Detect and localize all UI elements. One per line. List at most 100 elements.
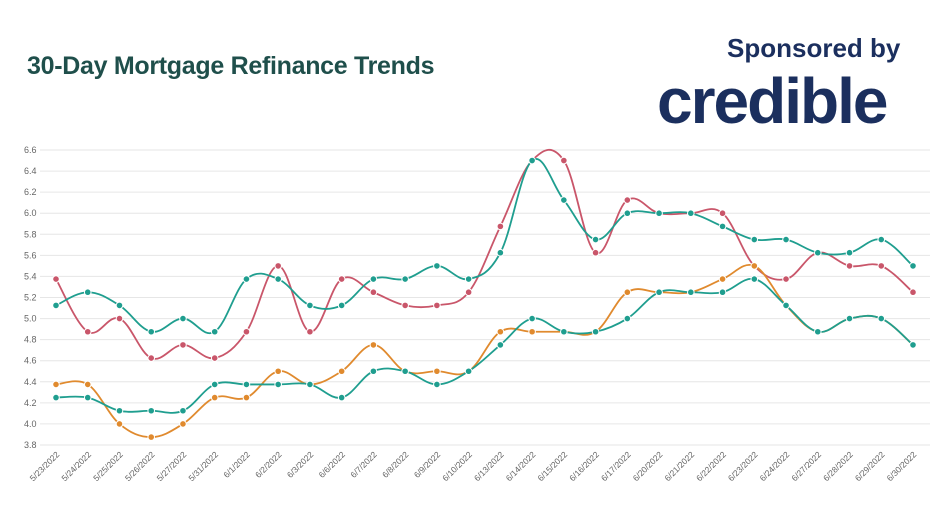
data-point — [337, 301, 346, 310]
data-point — [782, 275, 790, 283]
credible-logo: credible — [657, 65, 888, 137]
data-point — [813, 327, 822, 336]
y-tick-label: 5.0 — [24, 314, 37, 324]
x-tick-label: 6/7/2022 — [348, 449, 379, 480]
x-tick-label: 6/6/2022 — [317, 449, 348, 480]
data-point — [433, 301, 441, 310]
data-point — [401, 275, 409, 283]
x-tick-label: 6/1/2022 — [221, 449, 252, 480]
data-point — [210, 380, 219, 389]
data-point — [528, 156, 536, 165]
data-point — [877, 314, 886, 323]
data-point — [845, 248, 854, 257]
data-point — [845, 314, 854, 323]
data-point — [433, 262, 441, 270]
data-point — [306, 380, 314, 389]
data-point — [210, 354, 219, 362]
data-point — [52, 301, 60, 310]
y-tick-label: 4.4 — [24, 377, 37, 387]
y-tick-label: 4.6 — [24, 356, 37, 366]
data-point — [591, 327, 600, 336]
data-point — [591, 248, 600, 257]
data-point — [496, 341, 505, 349]
x-tick-label: 6/22/2022 — [694, 449, 728, 483]
data-point — [845, 262, 854, 270]
data-point — [179, 341, 187, 349]
data-point — [750, 275, 759, 283]
data-point — [52, 393, 60, 402]
data-point — [147, 327, 156, 336]
data-point — [115, 301, 124, 310]
x-tick-label: 6/8/2022 — [380, 449, 411, 480]
data-point — [52, 380, 60, 389]
x-tick-label: 5/27/2022 — [155, 449, 189, 483]
x-tick-label: 5/24/2022 — [59, 449, 93, 483]
data-point — [623, 314, 632, 323]
x-tick-label: 6/23/2022 — [726, 449, 760, 483]
page-title: 30-Day Mortgage Refinance Trends — [27, 52, 435, 80]
y-tick-label: 6.2 — [24, 187, 37, 197]
y-tick-label: 6.6 — [24, 145, 37, 155]
data-point — [337, 367, 346, 376]
data-point — [496, 327, 505, 336]
x-tick-label: 6/15/2022 — [535, 449, 569, 483]
data-point — [147, 433, 156, 441]
x-tick-label: 6/17/2022 — [599, 449, 633, 483]
x-tick-label: 5/23/2022 — [28, 449, 62, 483]
data-point — [83, 393, 92, 402]
x-tick-label: 6/10/2022 — [440, 449, 474, 483]
data-point — [718, 209, 727, 218]
y-tick-label: 5.8 — [24, 229, 37, 239]
data-point — [306, 301, 314, 310]
data-point — [147, 406, 156, 415]
data-point — [528, 314, 536, 323]
data-point — [369, 288, 378, 297]
data-point — [210, 393, 219, 402]
x-tick-label: 6/16/2022 — [567, 449, 601, 483]
y-tick-label: 4.8 — [24, 335, 37, 345]
data-point — [83, 288, 92, 297]
x-tick-label: 6/9/2022 — [412, 449, 443, 480]
data-point — [591, 235, 600, 244]
data-point — [401, 301, 409, 310]
data-point — [242, 380, 251, 389]
data-point — [242, 327, 251, 336]
y-tick-label: 6.0 — [24, 208, 37, 218]
data-point — [528, 327, 536, 336]
data-point — [687, 288, 695, 297]
data-point — [655, 209, 663, 218]
data-point — [464, 367, 473, 376]
data-point — [115, 406, 124, 415]
x-tick-label: 6/24/2022 — [758, 449, 792, 483]
data-point — [401, 367, 409, 376]
data-point — [687, 209, 695, 218]
y-tick-label: 3.8 — [24, 440, 37, 450]
data-point — [369, 275, 378, 283]
y-tick-label: 4.2 — [24, 398, 37, 408]
data-point — [369, 341, 378, 349]
data-point — [464, 288, 473, 297]
x-tick-label: 6/28/2022 — [821, 449, 855, 483]
series-line — [55, 264, 914, 438]
x-tick-label: 6/30/2022 — [885, 449, 919, 483]
data-point — [496, 248, 505, 257]
data-point — [496, 222, 505, 231]
data-point — [909, 341, 917, 349]
data-point — [560, 196, 568, 204]
data-point — [306, 327, 314, 336]
x-tick-label: 5/31/2022 — [186, 449, 220, 483]
data-point — [655, 288, 663, 297]
data-point — [274, 367, 282, 376]
data-point — [718, 222, 727, 231]
series-3 — [52, 275, 917, 415]
data-point — [52, 275, 60, 283]
data-point — [750, 235, 759, 244]
data-point — [782, 235, 790, 244]
data-point — [433, 380, 441, 389]
data-point — [83, 380, 92, 389]
data-point — [115, 420, 124, 428]
data-point — [242, 393, 251, 402]
x-tick-label: 6/20/2022 — [631, 449, 665, 483]
data-point — [623, 196, 632, 204]
data-point — [274, 380, 282, 389]
